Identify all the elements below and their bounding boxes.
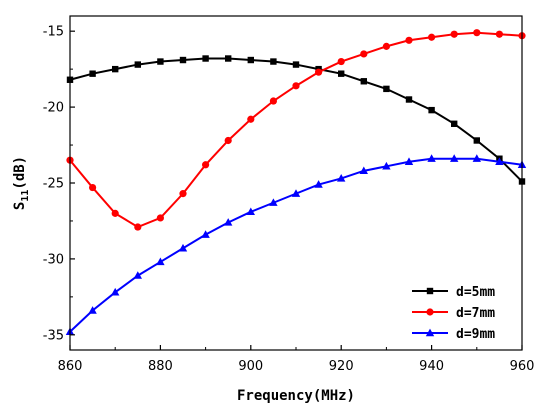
- data-point-d=7mm-935: [405, 36, 413, 44]
- series-line-d=9mm: [69, 157, 523, 333]
- data-point-d=5mm-885: [179, 56, 187, 64]
- data-point-d=7mm-870: [111, 209, 119, 217]
- data-point-d=9mm-870: [111, 287, 120, 296]
- data-point-d=7mm-915: [315, 68, 323, 76]
- data-point-d=5mm-865: [89, 70, 96, 77]
- data-point-d=5mm-925: [360, 78, 367, 85]
- data-point-d=7mm-955: [495, 30, 503, 38]
- data-point-d=5mm-935: [405, 96, 413, 103]
- data-point-d=5mm-905: [270, 58, 277, 65]
- data-point-d=9mm-895: [224, 218, 233, 226]
- series-d=9mm: [65, 154, 527, 335]
- data-point-d=9mm-930: [382, 161, 391, 170]
- data-point-d=5mm-880: [157, 58, 164, 65]
- series-line-d=5mm: [69, 57, 523, 183]
- legend-item-d=9mm: d=9mm: [412, 327, 495, 342]
- data-point-d=9mm-940: [427, 154, 436, 162]
- data-point-d=9mm-885: [178, 243, 188, 252]
- data-point-d=5mm-945: [451, 120, 458, 127]
- x-tick-label-900: 900: [238, 359, 263, 374]
- y-tick-label--35: -35: [43, 328, 64, 343]
- data-point-d=5mm-875: [134, 61, 141, 68]
- data-point-d=9mm-875: [133, 271, 142, 279]
- data-point-d=9mm-915: [314, 180, 323, 188]
- x-tick-label-880: 880: [148, 359, 173, 374]
- data-point-d=5mm-890: [202, 55, 209, 62]
- y-axis-title: S11(dB): [12, 156, 31, 210]
- data-point-d=9mm-900: [246, 207, 255, 216]
- data-point-d=9mm-925: [359, 166, 368, 175]
- data-point-d=7mm-880: [156, 214, 164, 222]
- x-tick-label-960: 960: [510, 359, 535, 374]
- series-d=7mm: [66, 29, 526, 231]
- legend-label-d=7mm: d=7mm: [456, 306, 495, 321]
- legend-item-d=5mm: d=5mm: [412, 285, 495, 300]
- data-point-d=9mm-920: [337, 174, 346, 182]
- data-point-d=7mm-890: [202, 161, 210, 169]
- data-point-d=7mm-865: [89, 183, 97, 192]
- data-point-d=5mm-930: [383, 85, 390, 93]
- legend-marker-d=7mm: [426, 308, 434, 316]
- axis-layer: 860 880 900 920 940 960 -15 -20 -25 -30 -35 Frequen…: [12, 15, 535, 404]
- data-point-d=7mm-950: [473, 29, 481, 37]
- data-point-d=7mm-905: [269, 97, 277, 105]
- data-point-d=5mm-910: [292, 61, 300, 68]
- data-point-d=9mm-890: [201, 230, 210, 238]
- plot-layer: [65, 29, 527, 335]
- data-point-d=7mm-925: [360, 50, 368, 58]
- data-point-d=9mm-910: [291, 189, 301, 197]
- legend: d=5mm d=7mm d=9mm: [412, 285, 495, 342]
- series-d=5mm: [66, 55, 526, 185]
- y-tick-label--30: -30: [43, 252, 64, 267]
- data-point-d=7mm-910: [292, 82, 300, 90]
- data-point-d=9mm-950: [472, 154, 481, 162]
- data-point-d=7mm-895: [224, 136, 232, 145]
- data-point-d=9mm-865: [88, 306, 97, 314]
- data-point-d=5mm-900: [247, 56, 254, 64]
- legend-marker-d=9mm: [425, 328, 435, 337]
- data-point-d=5mm-870: [112, 65, 119, 73]
- data-point-d=9mm-955: [495, 157, 504, 165]
- data-point-d=7mm-900: [247, 115, 255, 123]
- data-point-d=5mm-940: [428, 106, 435, 114]
- data-point-d=7mm-940: [428, 33, 436, 41]
- data-point-d=7mm-945: [450, 30, 458, 38]
- y-axis-title-subscript: 11: [20, 190, 31, 202]
- y-tick-label--25: -25: [43, 177, 64, 192]
- legend-marker-d=5mm: [426, 287, 434, 295]
- x-tick-label-860: 860: [58, 359, 83, 374]
- y-tick-label--15: -15: [43, 25, 64, 40]
- y-axis-title-unit: (dB): [12, 156, 28, 190]
- data-point-d=7mm-920: [337, 57, 345, 66]
- data-point-d=7mm-875: [134, 223, 142, 231]
- data-point-d=7mm-885: [179, 190, 187, 198]
- data-point-d=9mm-880: [156, 257, 165, 266]
- x-axis-title: Frequency(MHz): [237, 388, 355, 404]
- data-point-d=9mm-905: [269, 198, 278, 206]
- legend-label-d=5mm: d=5mm: [456, 285, 495, 300]
- x-tick-label-940: 940: [419, 359, 444, 374]
- data-point-d=5mm-950: [473, 137, 480, 144]
- y-axis-title-main: S: [12, 202, 28, 210]
- y-tick-label--20: -20: [43, 101, 64, 116]
- data-point-d=7mm-930: [382, 42, 390, 50]
- data-point-d=5mm-895: [225, 55, 232, 62]
- x-tick-label-920: 920: [329, 359, 354, 374]
- data-point-d=9mm-945: [450, 154, 459, 162]
- legend-label-d=9mm: d=9mm: [456, 327, 495, 342]
- data-point-d=5mm-920: [338, 70, 345, 77]
- legend-item-d=7mm: d=7mm: [412, 306, 495, 321]
- data-point-d=9mm-935: [404, 157, 414, 165]
